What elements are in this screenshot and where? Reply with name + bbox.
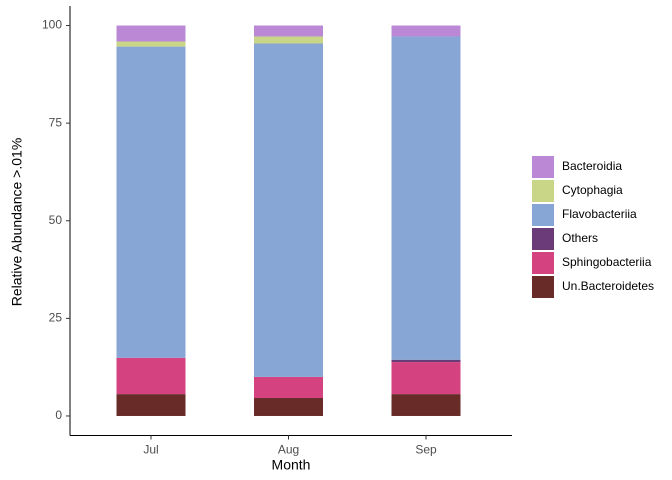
bar-segment [116,25,186,42]
x-axis-title: Month [272,457,311,473]
bar-segment [116,394,186,416]
bar-segment [254,398,323,416]
bar-segment [391,362,461,395]
legend-key [532,180,554,202]
bar-segment [254,376,323,399]
bar-segment [391,394,461,416]
x-tick-label: Aug [278,443,299,457]
legend-label: Flavobacteriia [562,207,637,221]
legend-key [532,204,554,226]
legend-label: Others [562,231,598,245]
y-tick-label: 25 [49,311,63,325]
legend-label: Bacteroidia [562,159,622,173]
legend-label: Un.Bacteroidetes [562,279,654,293]
y-tick-label: 0 [55,408,62,422]
bar-segment [391,359,461,363]
bar-segment [391,25,461,37]
legend-label: Cytophagia [562,183,623,197]
y-axis-title: Relative Abundance >.01% [9,138,25,307]
bar-segment [391,36,461,360]
legend-key [532,156,554,178]
legend-label: Sphingobacteriia [562,255,652,269]
x-tick-label: Jul [143,443,158,457]
legend-key [532,228,554,250]
legend-key [532,276,554,298]
legend-key [532,252,554,274]
bar-segment [116,357,186,395]
y-tick-label: 75 [49,115,63,129]
bar-segment [254,25,323,37]
bar-segment [254,36,323,44]
y-tick-label: 50 [49,213,63,227]
y-tick-label: 100 [42,18,62,32]
bar-segment [116,41,186,47]
bar-segment [254,43,323,377]
x-tick-label: Sep [415,443,437,457]
bar-segment [116,46,186,358]
